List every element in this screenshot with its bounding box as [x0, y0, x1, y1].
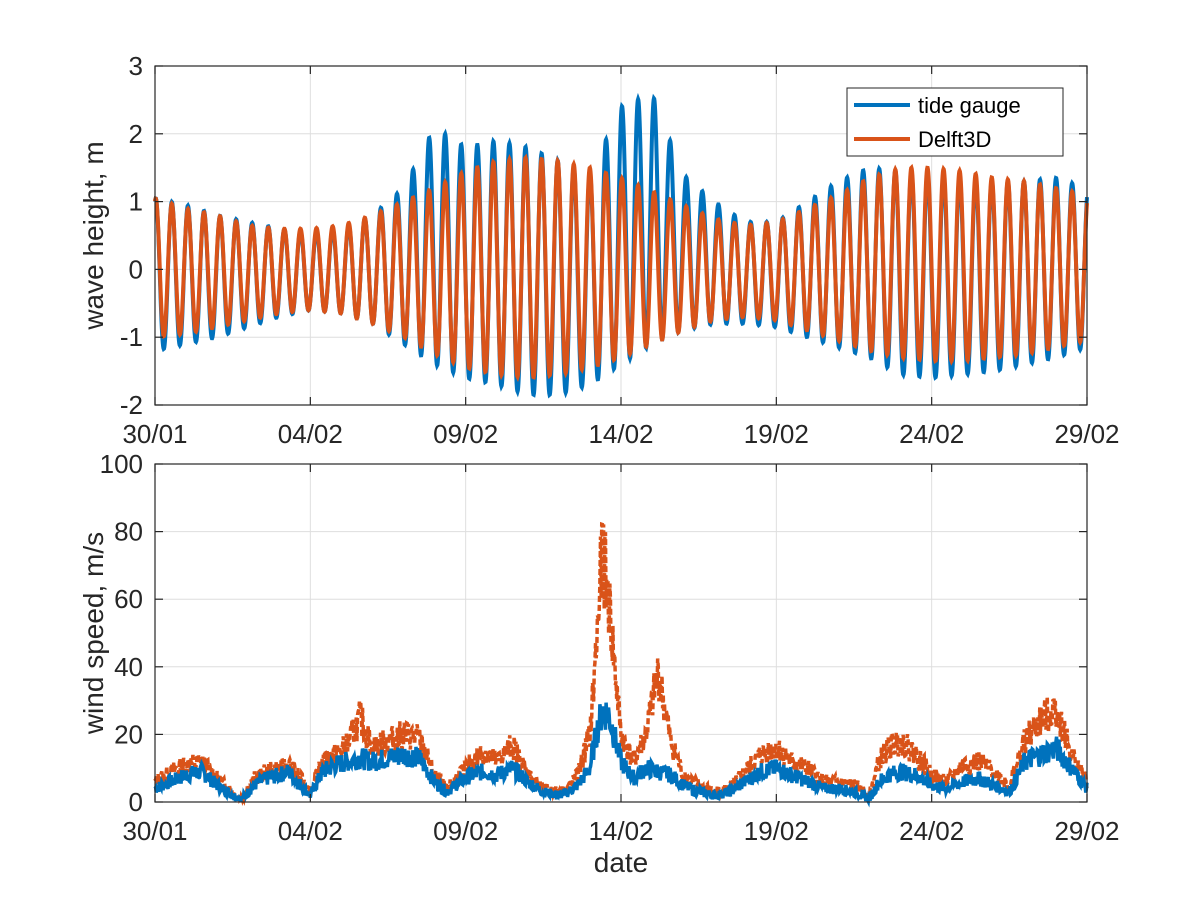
wave-xtick-label-5: 24/02 [899, 419, 964, 449]
wind-ytick-label-4: 80 [114, 517, 143, 547]
wave-xtick-label-4: 19/02 [744, 419, 809, 449]
wind-ytick-label-2: 40 [114, 652, 143, 682]
wind-ytick-label-3: 60 [114, 584, 143, 614]
wind-ytick-label-0: 0 [129, 787, 143, 817]
wind-xlabel: date [594, 847, 649, 878]
wind-ytick-label-1: 20 [114, 719, 143, 749]
wind-xtick-label-3: 14/02 [588, 816, 653, 846]
wave-xtick-label-3: 14/02 [588, 419, 653, 449]
legend-label-delft3d: Delft3D [918, 127, 991, 152]
legend-box [846, 87, 1064, 157]
wave-series-delft3d [153, 153, 1089, 382]
wave-ytick-label-2: 0 [129, 254, 143, 284]
wind-ytick-label-5: 100 [100, 449, 143, 479]
wind-xtick-label-2: 09/02 [433, 816, 498, 846]
wind-xtick-label-5: 24/02 [899, 816, 964, 846]
wave-xtick-label-1: 04/02 [278, 419, 343, 449]
wave-xtick-label-6: 29/02 [1054, 419, 1119, 449]
wind-xtick-label-6: 29/02 [1054, 816, 1119, 846]
wave-ytick-label-4: 2 [129, 119, 143, 149]
wind-ylabel: wind speed, m/s [78, 532, 109, 735]
wave-ytick-label-0: -2 [120, 390, 143, 420]
wave-ytick-label-1: -1 [120, 322, 143, 352]
wave-xtick-label-2: 09/02 [433, 419, 498, 449]
wave-height-axes: 30/01 04/02 09/02 14/02 19/02 24/02 29/02 -2 -1 0… [78, 51, 1120, 449]
wave-legend: tide gauge Delft3D [846, 87, 1064, 157]
wind-xtick-label-4: 19/02 [744, 816, 809, 846]
wind-xtick-label-0: 30/01 [122, 816, 187, 846]
wind-speed-axes: 30/01 04/02 09/02 14/02 19/02 24/02 29/02 0 20 40… [78, 449, 1120, 878]
wind-xtick-label-1: 04/02 [278, 816, 343, 846]
wave-ytick-label-5: 3 [129, 51, 143, 81]
legend-label-tide-gauge: tide gauge [918, 93, 1021, 118]
wave-xtick-label-0: 30/01 [122, 419, 187, 449]
wave-ylabel: wave height, m [78, 141, 109, 330]
wave-ytick-label-3: 1 [129, 187, 143, 217]
